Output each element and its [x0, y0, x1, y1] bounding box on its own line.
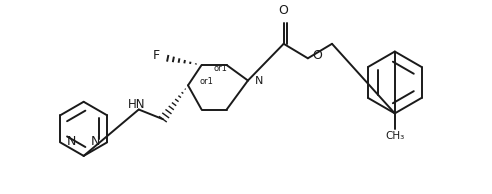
Text: O: O	[279, 4, 289, 17]
Text: F: F	[153, 49, 160, 62]
Text: CH₃: CH₃	[385, 131, 404, 141]
Text: N: N	[67, 135, 76, 148]
Text: N: N	[255, 75, 263, 86]
Text: N: N	[91, 135, 100, 148]
Text: O: O	[313, 49, 323, 62]
Text: or1: or1	[200, 77, 214, 86]
Text: HN: HN	[128, 98, 146, 111]
Text: or1: or1	[213, 64, 227, 73]
